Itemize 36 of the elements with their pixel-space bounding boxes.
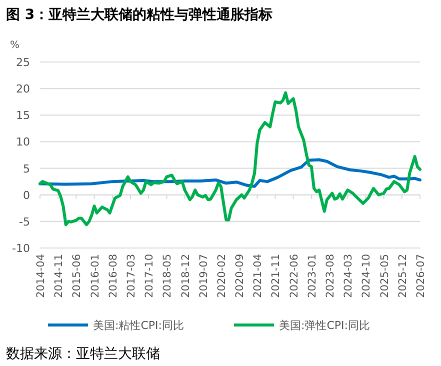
x-tick-label: 2019-07 [198,254,210,298]
x-tick-label: 2016-01 [89,254,102,298]
y-tick-label: 5 [23,162,30,176]
x-tick-label: 2021-11 [270,254,282,298]
x-tick-label: 2025-12 [396,254,409,298]
x-tick-label: 2025-05 [378,254,391,298]
y-tick-label: 20 [16,82,30,96]
y-axis-title: % [10,40,20,51]
x-tick-label: 2024-03 [342,254,355,298]
y-tick-label: 0 [23,188,30,202]
x-tick-label: 2022-06 [288,254,300,298]
x-tick-label: 2018-12 [180,254,192,298]
x-tick-label: 2014-04 [35,254,47,298]
legend-label: 美国:粘性CPI:同比 [93,319,184,332]
x-tick-label: 2014-11 [53,254,66,298]
source-note: 数据来源：亚特兰大联储 [6,346,160,362]
x-tick-label: 2015-06 [71,254,84,298]
y-tick-label: 25 [16,56,30,69]
x-tick-label: 2020-09 [234,254,246,298]
x-tick-label: 2016-08 [107,254,120,298]
x-tick-label: 2017-10 [144,254,156,298]
y-tick-label: 10 [16,136,30,149]
x-tick-label: 2017-03 [125,254,138,298]
y-tick-label: -10 [12,242,30,255]
legend-label: 美国:弹性CPI:同比 [279,319,370,332]
line-series [38,91,422,226]
y-tick-label: 15 [16,109,30,122]
x-tick-label: 2024-10 [360,254,373,298]
x-tick-label: 2023-08 [324,254,337,298]
x-tick-label: 2020-02 [216,254,228,298]
chart-title: 图 3：亚特兰大联储的粘性与弹性通胀指标 [6,6,273,23]
x-tick-label: 2026-07 [415,254,427,298]
y-tick-label: -5 [19,215,30,228]
x-tick-label: 2023-01 [306,254,318,298]
x-tick-label: 2021-04 [252,254,264,298]
x-tick-label: 2018-05 [162,254,174,298]
